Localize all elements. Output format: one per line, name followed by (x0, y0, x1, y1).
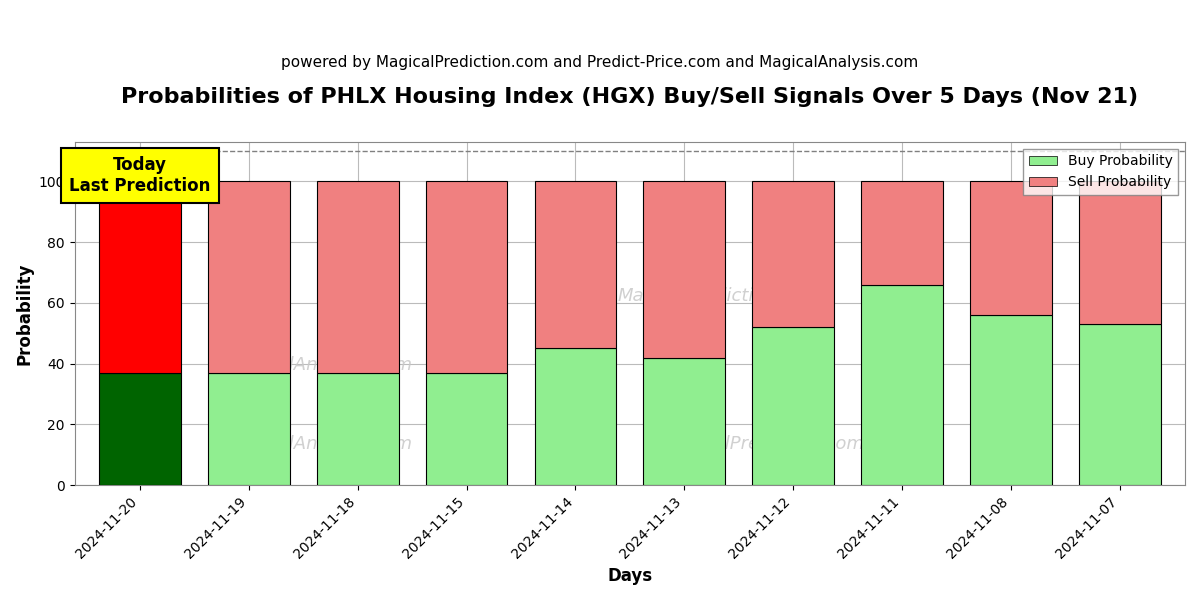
Text: Today
Last Prediction: Today Last Prediction (70, 156, 211, 195)
Bar (752, 181, 834, 327)
Bar (862, 284, 943, 485)
Bar (208, 181, 289, 373)
Bar (643, 358, 725, 485)
Text: MagicalPrediction.com: MagicalPrediction.com (617, 287, 820, 305)
Bar (862, 181, 943, 284)
Bar (317, 373, 398, 485)
Title: Probabilities of PHLX Housing Index (HGX) Buy/Sell Signals Over 5 Days (Nov 21): Probabilities of PHLX Housing Index (HGX… (121, 87, 1139, 107)
Bar (426, 181, 508, 373)
Bar (100, 373, 181, 485)
Bar (534, 349, 617, 485)
Bar (534, 181, 617, 349)
Bar (1079, 324, 1160, 485)
Bar (752, 327, 834, 485)
Bar (970, 181, 1051, 315)
Bar (426, 373, 508, 485)
Text: powered by MagicalPrediction.com and Predict-Price.com and MagicalAnalysis.com: powered by MagicalPrediction.com and Pre… (281, 55, 919, 70)
Text: MagicalPrediction.com: MagicalPrediction.com (661, 435, 864, 453)
Legend: Buy Probability, Sell Probability: Buy Probability, Sell Probability (1024, 149, 1178, 195)
Bar (970, 315, 1051, 485)
Bar (317, 181, 398, 373)
Y-axis label: Probability: Probability (16, 262, 34, 365)
Bar (100, 181, 181, 373)
X-axis label: Days: Days (607, 567, 653, 585)
Text: MagicalAnalysis.com: MagicalAnalysis.com (226, 435, 413, 453)
Bar (643, 181, 725, 358)
Text: MagicalAnalysis.com: MagicalAnalysis.com (226, 356, 413, 374)
Bar (208, 373, 289, 485)
Bar (1079, 181, 1160, 324)
